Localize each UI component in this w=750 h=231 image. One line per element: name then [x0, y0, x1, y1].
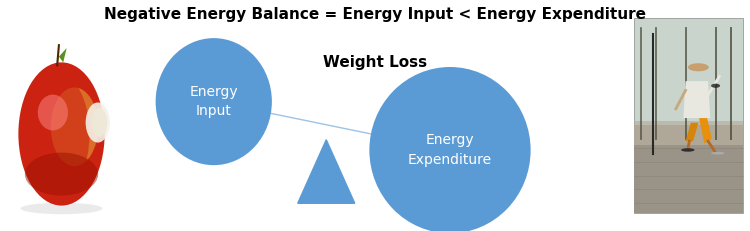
- Ellipse shape: [25, 153, 98, 196]
- Ellipse shape: [86, 103, 109, 143]
- Text: Negative Energy Balance = Energy Input < Energy Expenditure: Negative Energy Balance = Energy Input <…: [104, 7, 646, 22]
- Polygon shape: [699, 116, 712, 143]
- Ellipse shape: [25, 73, 89, 195]
- Text: Energy
Expenditure: Energy Expenditure: [408, 133, 492, 167]
- Ellipse shape: [51, 88, 98, 166]
- Ellipse shape: [688, 63, 709, 71]
- Ellipse shape: [711, 152, 724, 155]
- Polygon shape: [298, 140, 355, 203]
- Ellipse shape: [92, 108, 107, 137]
- Text: Weight Loss: Weight Loss: [323, 55, 427, 70]
- Polygon shape: [683, 81, 710, 118]
- Ellipse shape: [369, 67, 531, 231]
- Polygon shape: [686, 123, 698, 141]
- Bar: [634, 125, 742, 213]
- Text: Energy
Input: Energy Input: [190, 85, 238, 119]
- Ellipse shape: [18, 62, 104, 206]
- Bar: [634, 18, 742, 213]
- Ellipse shape: [155, 38, 272, 165]
- Ellipse shape: [711, 84, 720, 88]
- Bar: [634, 121, 742, 145]
- Ellipse shape: [681, 148, 694, 152]
- Polygon shape: [59, 48, 67, 62]
- Ellipse shape: [20, 203, 103, 214]
- Ellipse shape: [38, 95, 68, 130]
